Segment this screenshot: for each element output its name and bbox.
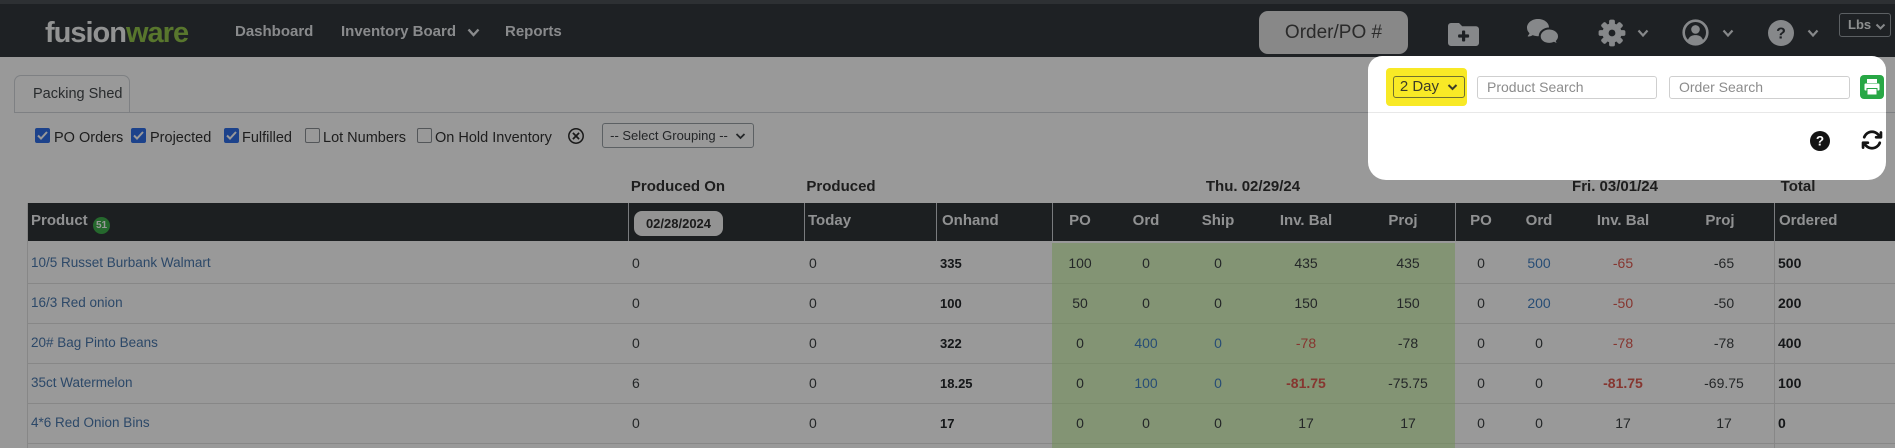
svg-text:?: ? <box>1816 134 1824 149</box>
svg-text:?: ? <box>1776 26 1786 43</box>
